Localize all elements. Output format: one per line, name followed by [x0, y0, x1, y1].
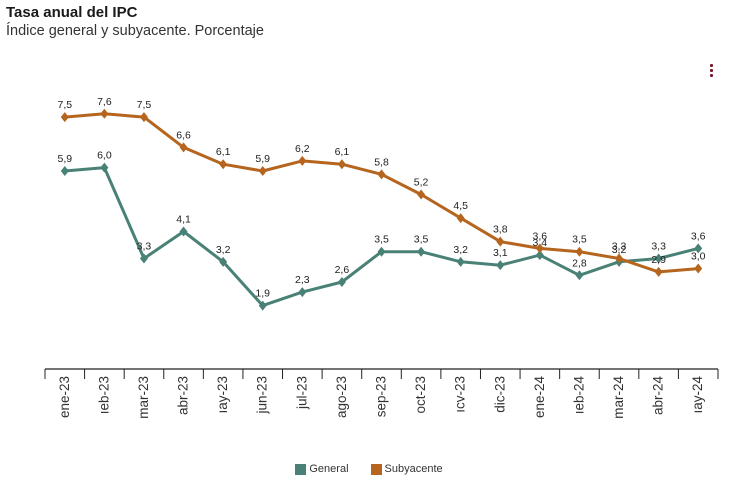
data-label: 1,9: [255, 288, 270, 300]
data-label: 2,9: [651, 254, 666, 266]
data-point-marker: [100, 108, 109, 119]
data-point-marker: [575, 246, 584, 257]
data-label: 2,6: [335, 264, 350, 276]
x-tick-label: mar-24: [611, 376, 626, 419]
menu-dot: [709, 73, 713, 77]
data-point-marker: [496, 236, 505, 247]
data-label: 2,8: [572, 257, 587, 269]
data-label: 5,2: [414, 177, 429, 189]
x-tick-label: ıeb-23: [96, 376, 111, 414]
data-label: 6,1: [216, 146, 231, 158]
data-label: 3,5: [374, 234, 389, 246]
data-point-marker: [258, 300, 267, 311]
x-tick-label: oct-23: [413, 376, 428, 414]
data-point-marker: [298, 287, 307, 298]
menu-dot: [709, 68, 713, 72]
data-label: 4,5: [453, 200, 468, 212]
data-label: 3,0: [691, 251, 706, 263]
data-label: 6,6: [176, 129, 191, 141]
data-label: 3,4: [533, 237, 548, 249]
legend-label-subyacente: Subyacente: [384, 463, 443, 475]
data-point-marker: [258, 165, 267, 176]
x-tick-label: ene-23: [57, 376, 72, 418]
data-point-marker: [139, 112, 148, 123]
x-tick-label: ene-24: [532, 376, 547, 419]
x-tick-label: ıay-24: [690, 376, 705, 414]
x-tick-label: abr-24: [651, 376, 666, 416]
data-point-marker: [179, 226, 188, 237]
x-tick-label: ıay-23: [215, 376, 230, 414]
data-label: 3,6: [691, 230, 706, 242]
legend-swatch-general: [295, 463, 307, 475]
legend-swatch-subyacente: [370, 463, 382, 475]
data-label: 5,8: [374, 156, 389, 168]
data-label: 3,2: [453, 244, 468, 256]
legend-label-general: General: [309, 463, 349, 475]
x-tick-label: ıcv-23: [453, 376, 468, 413]
data-point-marker: [456, 256, 465, 267]
data-point-marker: [615, 253, 624, 264]
x-tick-label: dic-23: [492, 376, 507, 413]
data-label: 3,3: [651, 240, 666, 252]
legend-item-subyacente[interactable]: Subyacente: [370, 463, 443, 475]
data-point-marker: [100, 162, 109, 173]
chart-title: Tasa anual del IPC: [6, 4, 138, 21]
data-point-marker: [60, 165, 69, 176]
data-label: 3,3: [612, 240, 627, 252]
data-point-marker: [377, 246, 386, 257]
data-label: 6,2: [295, 143, 310, 155]
data-label: 3,3: [137, 240, 152, 252]
x-tick-label: mar-23: [136, 376, 151, 419]
menu-dot: [709, 63, 713, 67]
data-label: 3,8: [493, 224, 508, 236]
data-point-marker: [219, 256, 228, 267]
data-point-marker: [575, 270, 584, 281]
data-point-marker: [654, 253, 663, 264]
data-label: 5,9: [57, 153, 72, 165]
data-point-marker: [654, 266, 663, 277]
chart-subtitle: Índice general y subyacente. Porcentaje: [6, 23, 264, 39]
data-point-marker: [694, 263, 703, 274]
x-tick-label: ıeb-24: [571, 376, 586, 415]
data-label: 3,5: [414, 234, 429, 246]
x-tick-label: jun-23: [255, 376, 270, 415]
data-label: 7,5: [57, 99, 72, 111]
x-tick-label: jul-23: [294, 376, 309, 410]
data-point-marker: [139, 253, 148, 264]
data-point-marker: [456, 213, 465, 224]
data-point-marker: [377, 169, 386, 180]
data-label: 6,1: [335, 146, 350, 158]
legend: General Subyacente: [0, 463, 738, 475]
data-point-marker: [694, 243, 703, 254]
data-label: 7,6: [97, 96, 112, 108]
data-label: 3,2: [612, 244, 627, 256]
data-point-marker: [337, 159, 346, 170]
x-tick-label: ago-23: [334, 376, 349, 418]
legend-item-general[interactable]: General: [295, 463, 349, 475]
data-point-marker: [298, 155, 307, 166]
data-label: 3,1: [493, 247, 508, 259]
x-tick-label: sep-23: [374, 376, 389, 417]
data-point-marker: [496, 260, 505, 271]
x-tick-label: abr-23: [176, 376, 191, 415]
data-label: 7,5: [137, 99, 152, 111]
data-point-marker: [337, 277, 346, 288]
data-label: 3,6: [533, 230, 548, 242]
data-label: 5,9: [255, 153, 270, 165]
data-point-marker: [417, 189, 426, 200]
data-point-marker: [535, 250, 544, 261]
data-point-marker: [417, 246, 426, 257]
data-label: 3,5: [572, 234, 587, 246]
data-label: 2,3: [295, 274, 310, 286]
data-point-marker: [535, 243, 544, 254]
data-point-marker: [60, 112, 69, 123]
data-label: 4,1: [176, 214, 191, 226]
data-point-marker: [219, 159, 228, 170]
kebab-menu-icon[interactable]: [706, 60, 716, 80]
data-label: 3,2: [216, 244, 231, 256]
data-point-marker: [179, 142, 188, 153]
data-label: 6,0: [97, 150, 112, 162]
